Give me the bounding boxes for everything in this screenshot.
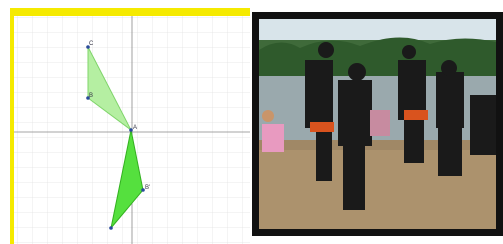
point (109, 226, 113, 230)
point-label: B (89, 93, 93, 99)
point-label: C (89, 41, 94, 47)
yellow-bar-top (10, 8, 250, 16)
point-label: B' (145, 185, 150, 191)
yellow-bar-left (10, 8, 14, 244)
photo (252, 12, 503, 236)
screenshot: C B A B' (0, 0, 503, 244)
point-label: A (133, 125, 137, 131)
graph-panel: C B A B' (10, 8, 250, 244)
